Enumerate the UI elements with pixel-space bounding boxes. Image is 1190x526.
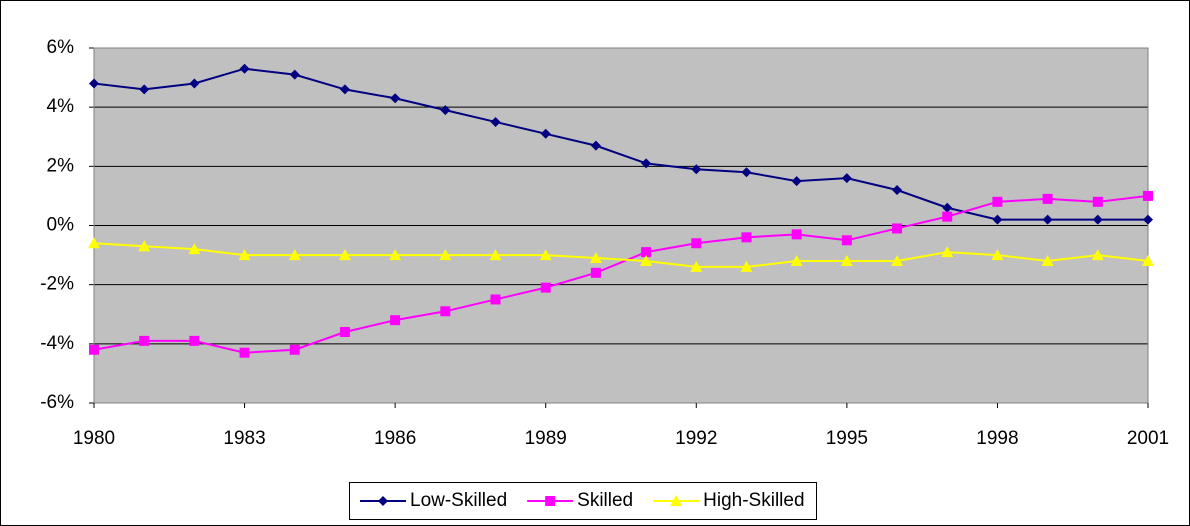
marker bbox=[1092, 214, 1103, 225]
y-tick-label: 6% bbox=[47, 37, 75, 58]
marker bbox=[490, 116, 501, 127]
marker bbox=[489, 249, 502, 261]
marker bbox=[740, 260, 753, 272]
legend: Low-Skilled Skilled High-Skilled bbox=[349, 482, 818, 520]
y-tick-label: -6% bbox=[40, 392, 74, 413]
marker bbox=[288, 249, 301, 261]
marker bbox=[390, 93, 401, 104]
marker bbox=[691, 164, 702, 175]
marker bbox=[942, 211, 953, 222]
marker bbox=[589, 252, 602, 264]
marker bbox=[1042, 214, 1053, 225]
plot-border bbox=[93, 47, 1149, 404]
marker bbox=[1091, 249, 1104, 261]
marker bbox=[188, 243, 201, 255]
marker bbox=[1092, 196, 1103, 207]
marker bbox=[339, 84, 350, 95]
marker bbox=[440, 105, 451, 116]
marker bbox=[89, 344, 99, 355]
marker bbox=[1142, 255, 1154, 266]
y-tick-label: 4% bbox=[47, 96, 75, 117]
x-tick-label: 1998 bbox=[976, 428, 1018, 449]
y-tick-label: -4% bbox=[40, 333, 74, 354]
marker bbox=[378, 496, 388, 506]
series-line bbox=[93, 194, 1149, 354]
marker bbox=[439, 249, 452, 261]
marker bbox=[791, 229, 802, 240]
marker bbox=[790, 255, 803, 266]
marker bbox=[289, 344, 300, 355]
marker bbox=[239, 347, 250, 358]
marker bbox=[139, 335, 150, 346]
marker bbox=[490, 294, 501, 305]
marker bbox=[840, 255, 853, 266]
marker bbox=[741, 167, 752, 178]
legend-box bbox=[349, 482, 818, 520]
marker bbox=[389, 249, 402, 261]
series-line bbox=[93, 242, 1149, 268]
marker bbox=[841, 173, 852, 184]
marker bbox=[670, 495, 683, 506]
x-tick-label: 1992 bbox=[675, 428, 717, 449]
marker bbox=[941, 246, 954, 258]
marker bbox=[892, 185, 903, 195]
legend-label: Low-Skilled bbox=[410, 490, 507, 511]
marker bbox=[88, 237, 100, 249]
y-tick-label: 0% bbox=[47, 215, 75, 236]
series-line bbox=[93, 67, 1148, 221]
marker bbox=[540, 128, 551, 139]
x-tick-label: 1995 bbox=[826, 428, 868, 449]
y-tick-label: 2% bbox=[47, 155, 75, 176]
marker bbox=[239, 63, 250, 74]
marker bbox=[1143, 190, 1153, 201]
marker bbox=[339, 327, 350, 337]
marker bbox=[189, 78, 200, 89]
marker bbox=[1042, 193, 1053, 204]
marker bbox=[991, 249, 1004, 261]
legend-label: Skilled bbox=[577, 490, 633, 511]
marker bbox=[741, 232, 752, 243]
marker bbox=[390, 315, 401, 326]
marker bbox=[440, 306, 451, 317]
marker bbox=[189, 335, 200, 346]
marker bbox=[791, 176, 802, 187]
marker bbox=[1041, 255, 1054, 266]
y-tick-label: -2% bbox=[40, 274, 74, 295]
marker bbox=[691, 238, 702, 249]
marker bbox=[139, 84, 150, 95]
marker bbox=[89, 78, 99, 89]
marker bbox=[540, 282, 551, 293]
marker bbox=[992, 214, 1003, 225]
legend-label: High-Skilled bbox=[703, 490, 804, 511]
marker bbox=[545, 496, 556, 506]
marker bbox=[238, 249, 251, 261]
marker bbox=[289, 69, 300, 80]
marker bbox=[992, 196, 1003, 207]
marker bbox=[1143, 214, 1153, 225]
x-tick-label: 1989 bbox=[525, 428, 567, 449]
marker bbox=[841, 235, 852, 246]
marker bbox=[641, 247, 652, 258]
marker bbox=[942, 202, 953, 213]
marker bbox=[539, 249, 552, 261]
x-tick-label: 2001 bbox=[1127, 428, 1169, 449]
marker bbox=[138, 240, 151, 252]
marker bbox=[641, 158, 652, 169]
marker bbox=[690, 260, 703, 272]
marker bbox=[892, 223, 903, 234]
x-tick-label: 1986 bbox=[374, 428, 416, 449]
marker bbox=[640, 255, 653, 266]
marker bbox=[338, 249, 351, 261]
marker bbox=[590, 267, 601, 278]
marker bbox=[590, 140, 601, 151]
marker bbox=[891, 255, 904, 266]
x-tick-label: 1983 bbox=[223, 428, 265, 449]
x-tick-label: 1980 bbox=[73, 428, 115, 449]
